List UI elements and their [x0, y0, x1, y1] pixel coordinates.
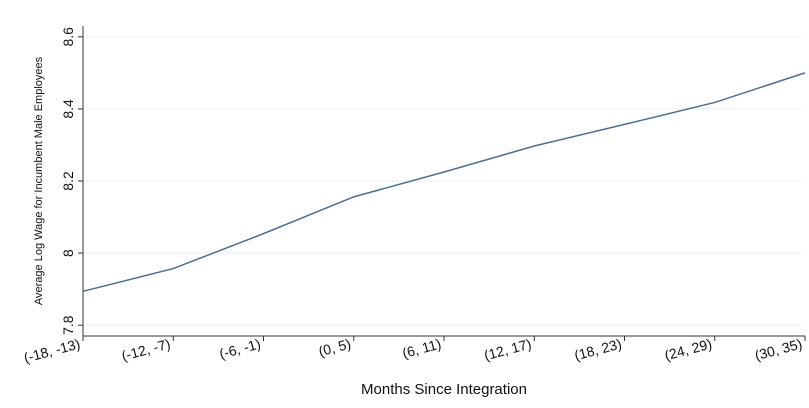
line	[82, 72, 806, 293]
x-axis-label: Months Since Integration	[361, 381, 527, 398]
y-axis-label: Average Log Wage for Incumbent Male Empl…	[33, 56, 45, 305]
y-tick-label: 8.2	[60, 171, 76, 191]
y-tick-label: 7.8	[60, 315, 76, 335]
y-tick-label: 8.4	[60, 99, 76, 119]
y-tick-label: 8.6	[60, 27, 76, 47]
y-tick-label: 8	[60, 249, 76, 257]
